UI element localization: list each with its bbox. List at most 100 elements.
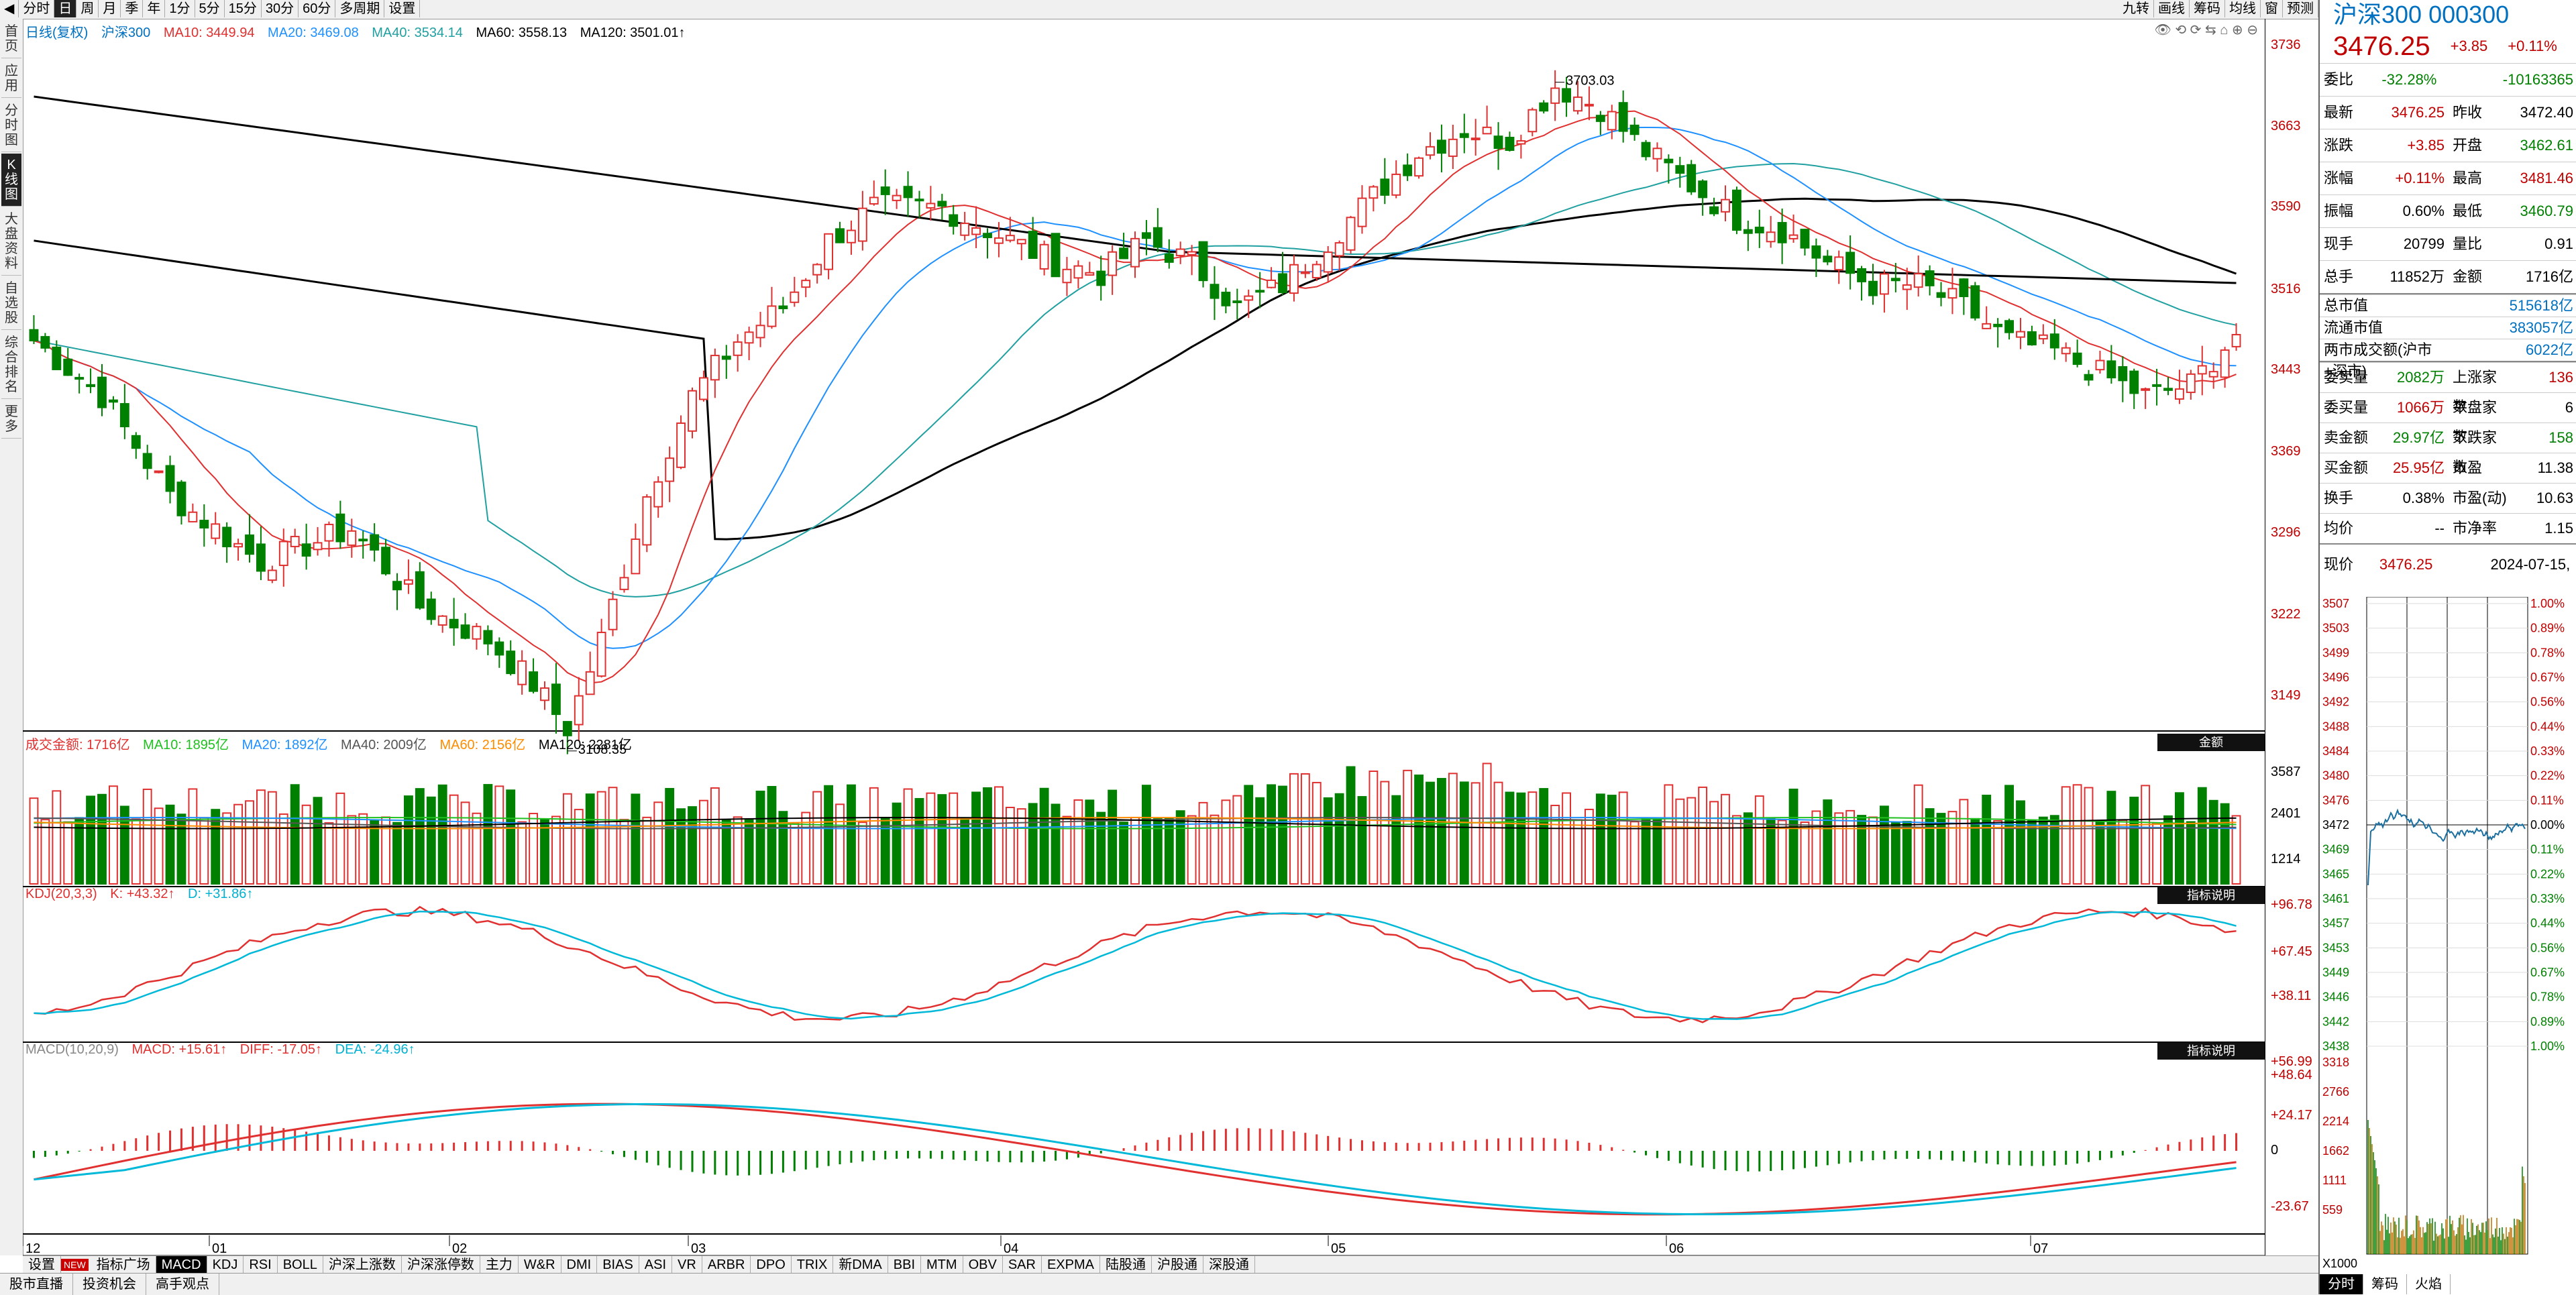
candle-body[interactable] (1448, 138, 1458, 157)
candle-body[interactable] (1062, 268, 1072, 284)
left-nav-item[interactable]: K线图 (1, 154, 21, 207)
candle-body[interactable] (2208, 371, 2218, 378)
candle-body[interactable] (222, 526, 232, 548)
candle-body[interactable] (199, 520, 209, 529)
candle-body[interactable] (1039, 243, 1049, 270)
candle-body[interactable] (1982, 323, 1992, 329)
left-nav-item[interactable]: 分时图 (1, 99, 21, 152)
indicator-tab[interactable]: BOLL (278, 1256, 323, 1274)
candle-body[interactable] (2027, 331, 2037, 345)
candle-body[interactable] (1595, 115, 1605, 122)
candle-body[interactable] (608, 598, 618, 630)
candle-body[interactable] (1289, 264, 1299, 294)
candle-body[interactable] (437, 615, 447, 626)
candle-body[interactable] (426, 598, 436, 620)
indicator-tab[interactable]: 新DMA (833, 1256, 888, 1274)
candle-body[interactable] (710, 355, 720, 381)
candle-body[interactable] (494, 641, 504, 656)
candle-body[interactable] (937, 201, 947, 207)
period-tab[interactable]: 30分 (262, 0, 299, 17)
candle-body[interactable] (857, 207, 867, 242)
candle-body[interactable] (1890, 278, 1900, 282)
indicator-tab[interactable]: BBI (888, 1256, 922, 1274)
candle-body[interactable] (1311, 264, 1322, 279)
candle-body[interactable] (324, 524, 334, 542)
period-tab[interactable]: 日 (54, 0, 77, 17)
candle-body[interactable] (1108, 251, 1118, 276)
indicator-tab[interactable]: 沪深涨停数 (402, 1256, 480, 1274)
candle-body[interactable] (381, 547, 391, 575)
indicator-tab[interactable]: EXPMA (1042, 1256, 1100, 1274)
candle-body[interactable] (540, 687, 549, 701)
candle-body[interactable] (211, 523, 221, 539)
candle-body[interactable] (2038, 334, 2048, 340)
indicator-tab[interactable]: W&R (519, 1256, 561, 1274)
candle-body[interactable] (1902, 284, 1912, 290)
candle-body[interactable] (1300, 271, 1310, 274)
candle-body[interactable] (1857, 268, 1866, 282)
candle-body[interactable] (1936, 292, 1946, 298)
candle-body[interactable] (2129, 370, 2139, 394)
candle-body[interactable] (1743, 229, 1753, 234)
candle-body[interactable] (313, 542, 323, 551)
candle-body[interactable] (721, 355, 731, 360)
period-tab[interactable]: 1分 (165, 0, 195, 17)
candle-body[interactable] (29, 329, 39, 341)
candle-body[interactable] (1187, 251, 1197, 256)
candle-body[interactable] (2004, 320, 2014, 333)
candle-body[interactable] (529, 671, 539, 692)
candle-body[interactable] (415, 571, 425, 609)
candle-body[interactable] (869, 196, 879, 205)
left-nav-item[interactable]: 首页 (1, 20, 21, 58)
candle-body[interactable] (812, 264, 822, 276)
candle-body[interactable] (1823, 256, 1833, 263)
candle-body[interactable] (1505, 137, 1515, 151)
candle-body[interactable] (1913, 273, 1923, 288)
candle-body[interactable] (1244, 295, 1254, 301)
candle-body[interactable] (131, 435, 141, 449)
candle-body[interactable] (1868, 280, 1878, 296)
candle-body[interactable] (1426, 146, 1435, 156)
indicator-tab[interactable]: RSI (244, 1256, 278, 1274)
candle-body[interactable] (1368, 186, 1379, 199)
candle-body[interactable] (1686, 164, 1697, 192)
candle-body[interactable] (1323, 251, 1333, 273)
candle-body[interactable] (903, 186, 913, 199)
kline-chart-area[interactable]: 3703.03 3108.35 12 01 02 03 04 05 06 07 日线(复权) 沪深… (23, 19, 2265, 1255)
period-tab[interactable]: 15分 (225, 0, 262, 17)
candle-body[interactable] (472, 626, 482, 640)
candle-body[interactable] (2016, 331, 2025, 338)
candle-body[interactable] (142, 453, 152, 469)
candle-body[interactable] (154, 470, 164, 473)
candle-body[interactable] (676, 422, 686, 468)
candle-body[interactable] (404, 579, 413, 585)
candle-body[interactable] (1539, 102, 1549, 112)
candle-body[interactable] (2118, 365, 2128, 382)
indicator-tab[interactable]: ASI (639, 1256, 673, 1274)
candle-body[interactable] (2186, 373, 2196, 394)
candle-body[interactable] (619, 577, 629, 590)
candle-body[interactable] (1675, 165, 1685, 174)
left-nav-item[interactable]: 综合排名 (1, 331, 21, 399)
candle-body[interactable] (1788, 234, 1799, 239)
period-tab[interactable]: 多周期 (335, 0, 385, 17)
candle-body[interactable] (971, 227, 981, 235)
indicator-tab[interactable]: NEW (61, 1259, 89, 1271)
candle-body[interactable] (1119, 247, 1128, 260)
candle-body[interactable] (562, 721, 572, 736)
candle-body[interactable] (1709, 206, 1719, 215)
indicator-tab[interactable]: SAR (1003, 1256, 1042, 1274)
candle-body[interactable] (1845, 251, 1856, 274)
candle-body[interactable] (1005, 235, 1015, 241)
indicator-tab[interactable]: VR (672, 1256, 702, 1274)
period-tab[interactable]: 年 (143, 0, 166, 17)
status-item[interactable]: 股市直播 (0, 1274, 73, 1295)
candle-body[interactable] (392, 581, 402, 591)
period-tab[interactable]: 5分 (195, 0, 225, 17)
candle-body[interactable] (835, 228, 845, 243)
candle-body[interactable] (1970, 285, 1980, 319)
status-item[interactable]: 高手观点 (146, 1274, 219, 1295)
indicator-tab[interactable]: MACD (156, 1256, 207, 1274)
candle-body[interactable] (1267, 279, 1276, 288)
candle-body[interactable] (983, 233, 992, 239)
